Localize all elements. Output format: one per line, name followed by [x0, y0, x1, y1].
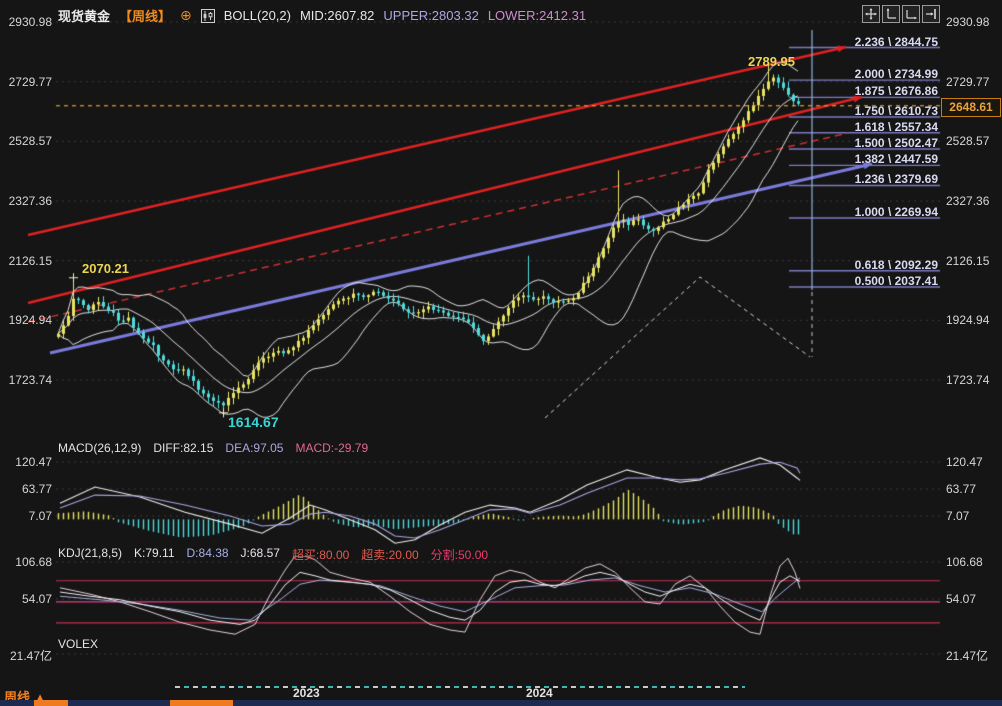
volex-tick-left: 21.47亿: [9, 649, 52, 663]
period-tag[interactable]: 【周线】: [119, 9, 172, 24]
volex-title[interactable]: VOLEX: [58, 637, 99, 651]
macd-tick-right: 7.07: [946, 508, 970, 523]
boll-upper-value: UPPER:2803.32: [383, 8, 479, 23]
price-tick-right: 1723.74: [946, 373, 990, 387]
time-axis-dashed-line: [175, 686, 745, 688]
kdj-tick-left: 106.68: [15, 554, 52, 569]
macd-tick-left: 120.47: [15, 455, 52, 469]
fib-level-label: 1.618 \ 2557.34: [854, 119, 938, 134]
price-tick-right: 1924.94: [946, 313, 990, 328]
price-tick-left: 2126.15: [8, 253, 52, 268]
kdj-split-value: 分割:50.00: [430, 548, 489, 562]
kdj-tick-right: 106.68: [946, 554, 983, 569]
macd-tick-right: 63.77: [946, 482, 977, 496]
fib-level-label: 2.000 \ 2734.99: [854, 67, 938, 82]
kdj-title[interactable]: KDJ(21,8,5): [58, 546, 123, 560]
kdj-tick-left: 54.07: [21, 592, 52, 606]
price-tick-right: 2327.36: [946, 194, 990, 208]
kdj-overbought-value: 超买:80.00: [291, 548, 350, 562]
fib-level-label: 1.500 \ 2502.47: [854, 136, 938, 151]
price-tick-left: 2930.98: [8, 15, 52, 29]
boll-indicator-label: BOLL(20,2): [223, 8, 291, 23]
chart-toolbar: [862, 5, 940, 23]
year-label-2024: 2024: [526, 686, 553, 700]
macd-tick-left: 7.07: [28, 508, 52, 523]
price-tick-left: 2729.77: [8, 74, 52, 89]
scrollbar-range-handle[interactable]: [170, 700, 233, 706]
price-tick-left: 2528.57: [8, 134, 52, 149]
symbol-name: 现货黄金: [58, 9, 111, 24]
kdj-oversold-value: 超卖:20.00: [361, 548, 419, 562]
year-label-2023: 2023: [293, 686, 320, 700]
chart-header: 现货黄金 【周线】 ⊕ BOLL(20,2) MID:2607.82 UPPER…: [58, 6, 586, 25]
current-price-badge: 2648.61: [941, 97, 1001, 117]
kdj-k-value: K:79.11: [134, 546, 175, 560]
kdj-d-value: D:84.38: [186, 546, 229, 560]
price-tick-left: 1924.94: [8, 313, 52, 328]
kline-icon: [200, 8, 215, 23]
macd-title[interactable]: MACD(26,12,9): [58, 441, 142, 455]
add-indicator-icon[interactable]: ⊕: [180, 7, 192, 23]
kdj-j-value: J:68.57: [240, 546, 280, 560]
fib-level-label: 0.500 \ 2037.41: [854, 273, 938, 288]
swing-low-label: 1614.67: [228, 414, 279, 431]
macd-diff-value: DIFF:82.15: [153, 441, 214, 455]
scrollbar-range-handle[interactable]: [34, 700, 68, 706]
fib-level-label: 1.875 \ 2676.86: [854, 84, 938, 99]
fib-level-label: 1.236 \ 2379.69: [854, 172, 938, 187]
fib-level-label: 1.000 \ 2269.94: [854, 205, 938, 220]
fib-level-label: 1.382 \ 2447.59: [854, 152, 938, 167]
boll-lower-value: LOWER:2412.31: [487, 8, 587, 23]
macd-value: MACD:-29.79: [295, 441, 369, 455]
fib-level-label: 0.618 \ 2092.29: [854, 257, 938, 272]
range-scrollbar[interactable]: [0, 700, 1002, 706]
volex-tick-right: 21.47亿: [946, 649, 989, 663]
macd-header: MACD(26,12,9) DIFF:82.15 DEA:97.05 MACD:…: [58, 441, 368, 455]
macd-tick-right: 120.47: [946, 455, 983, 469]
price-tick-right: 2930.98: [946, 15, 990, 29]
price-tick-right: 2729.77: [946, 74, 990, 89]
pan-icon[interactable]: [862, 5, 880, 23]
price-tick-right: 2126.15: [946, 253, 990, 268]
price-tick-left: 2327.36: [8, 194, 52, 208]
macd-tick-left: 63.77: [21, 482, 52, 496]
price-tick-right: 2528.57: [946, 134, 990, 149]
kdj-header: KDJ(21,8,5) K:79.11 D:84.38 J:68.57 超买:8…: [58, 546, 488, 563]
fib-level-label: 2.236 \ 2844.75: [854, 34, 938, 49]
collapse-panel-icon[interactable]: [922, 5, 940, 23]
volex-header: VOLEX: [58, 637, 98, 651]
price-tick-left: 1723.74: [8, 373, 52, 387]
fib-level-label: 1.750 \ 2610.73: [854, 103, 938, 118]
macd-dea-value: DEA:97.05: [225, 441, 284, 455]
peak-price-label: 2789.95: [748, 53, 795, 69]
boll-mid-value: MID:2607.82: [299, 8, 375, 23]
x-axis-scale-icon[interactable]: [902, 5, 920, 23]
kdj-tick-right: 54.07: [946, 592, 977, 606]
y-axis-scale-icon[interactable]: [882, 5, 900, 23]
swing-high-label: 2070.21: [82, 261, 129, 277]
